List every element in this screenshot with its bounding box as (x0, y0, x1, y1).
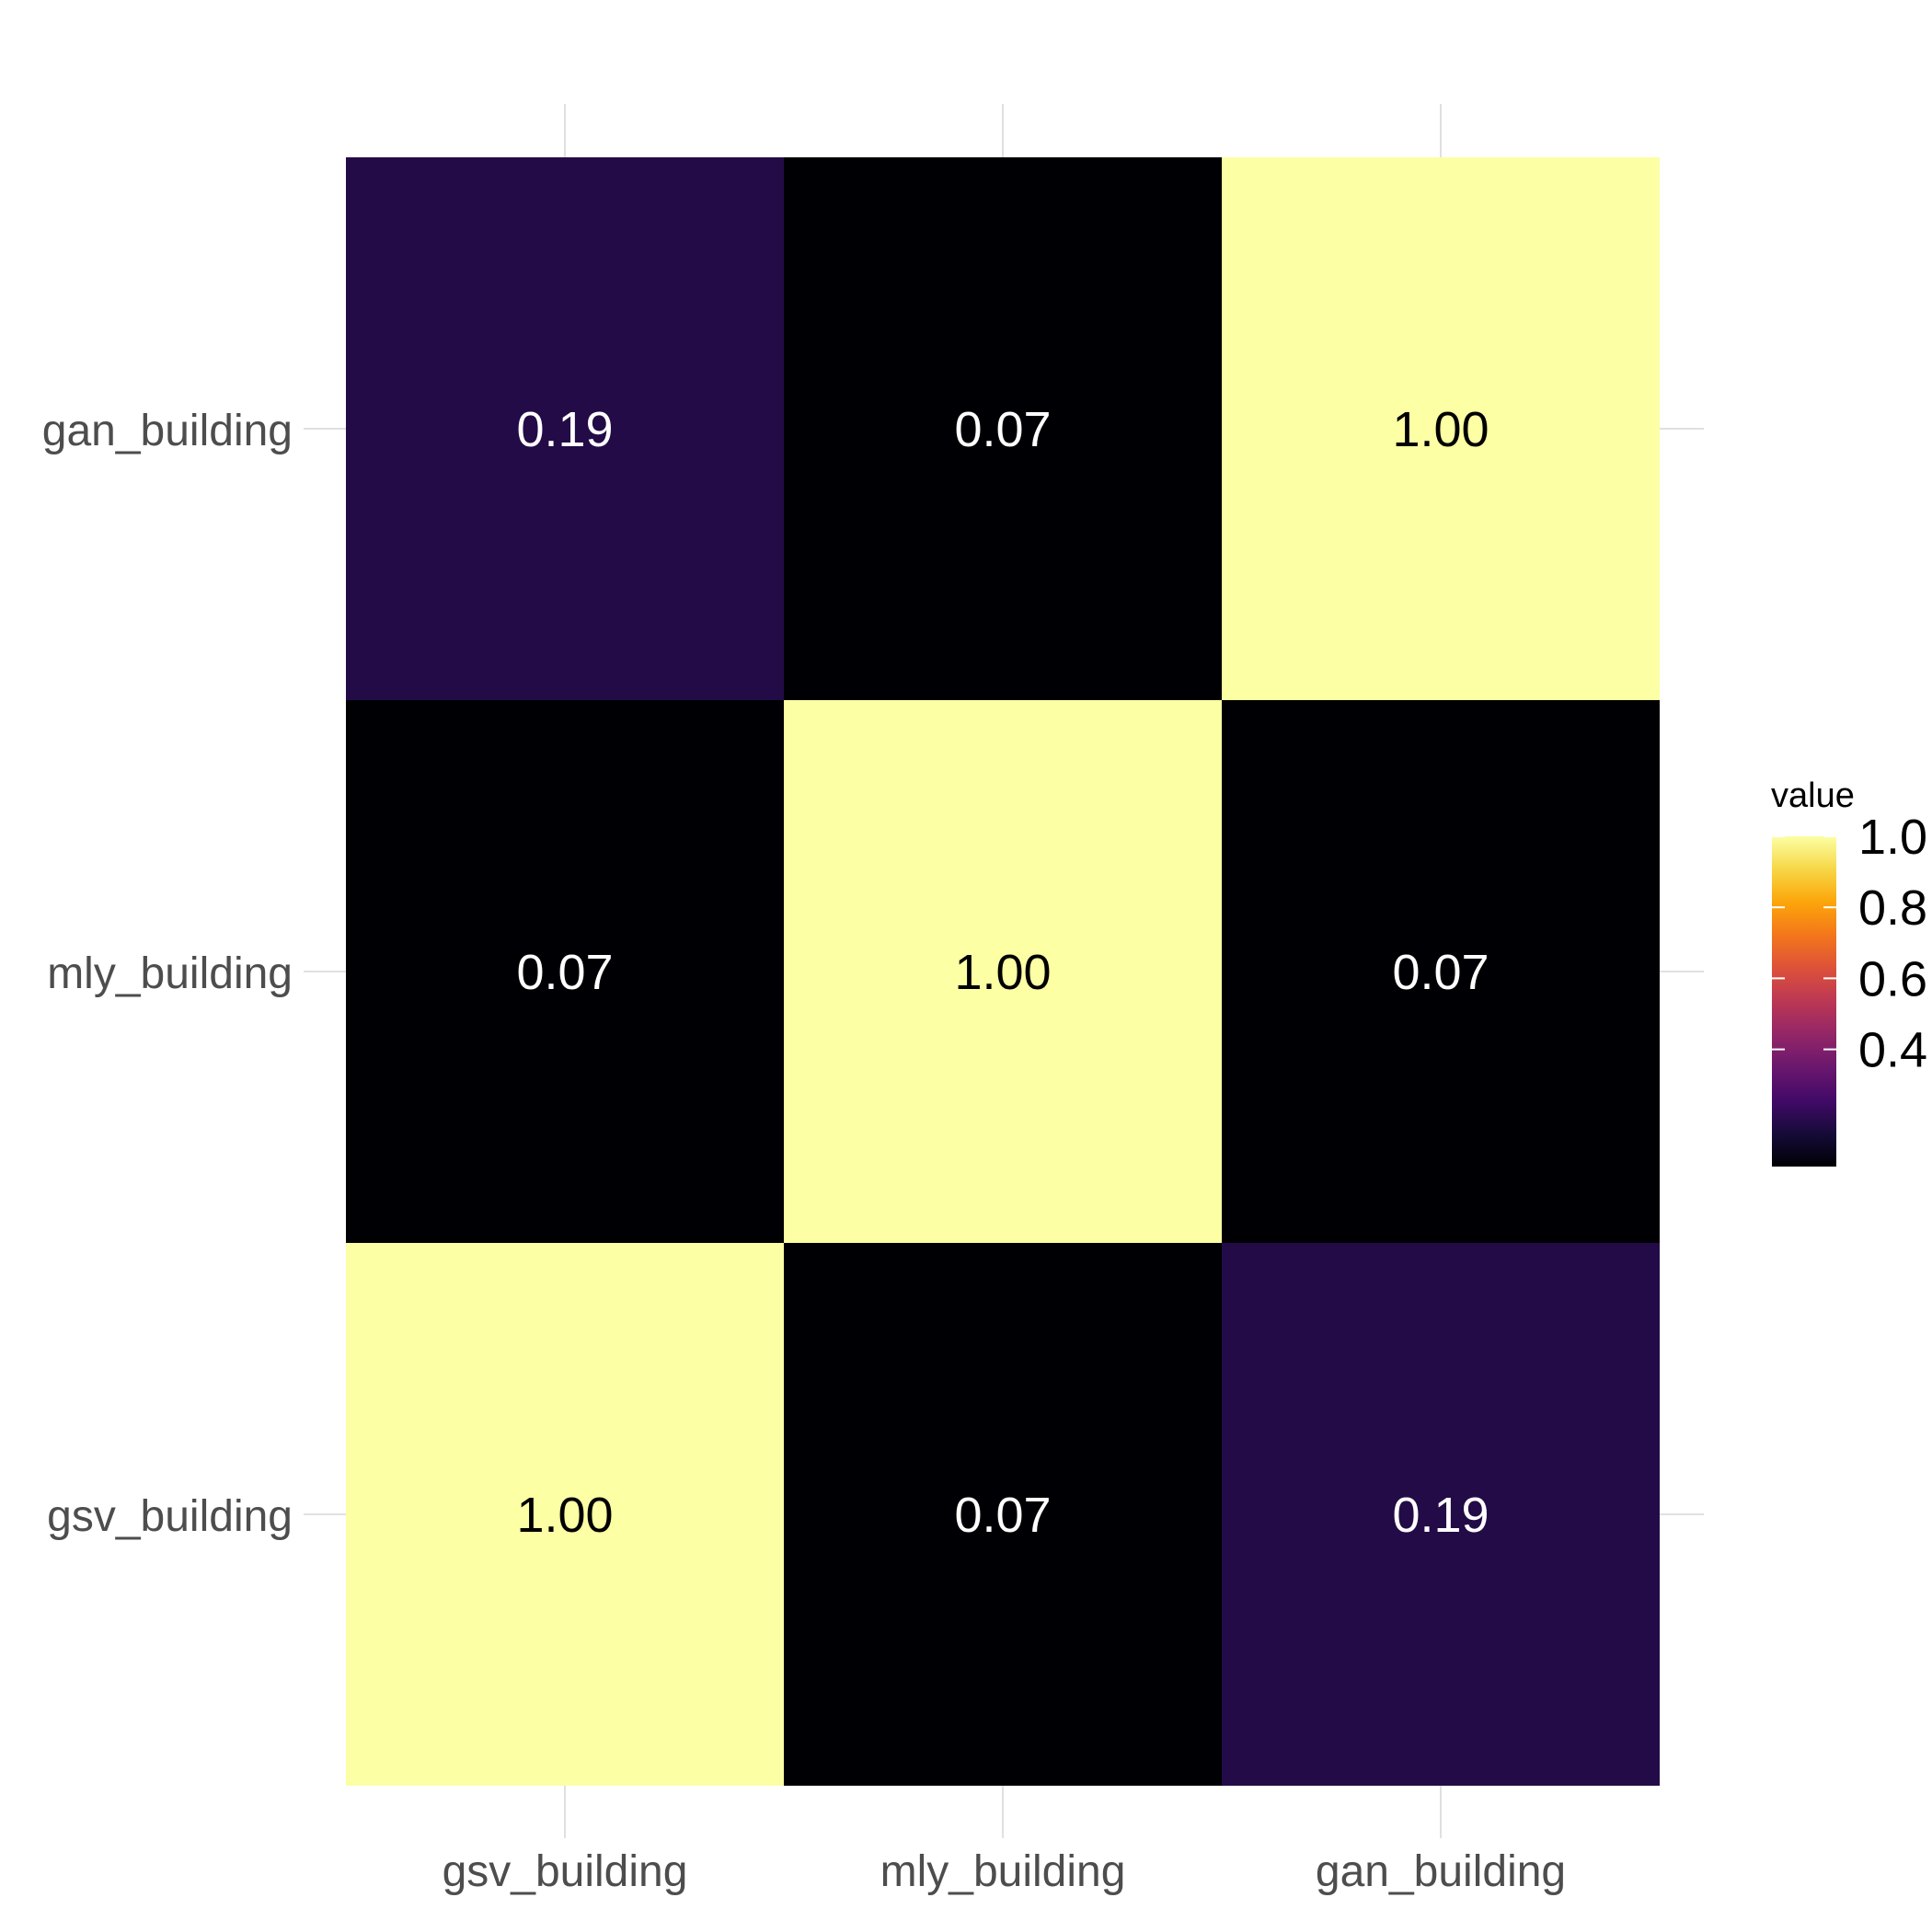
cell-value-labels: 1.00 0.07 0.19 0.07 1.00 0.07 0.19 0.07 1.00 (516, 402, 1489, 1543)
y-tick-label: gsv_building (47, 1492, 293, 1541)
cell-value-label: 1.00 (516, 1488, 613, 1543)
heatmap-cells (346, 157, 1660, 1786)
x-tick-label: gsv_building (443, 1847, 688, 1896)
heatmap-cell (346, 1243, 784, 1786)
cell-value-label: 0.07 (954, 1488, 1051, 1543)
x-tick-label: mly_building (880, 1847, 1126, 1896)
legend-tick-label: 1.0 (1858, 810, 1927, 865)
heatmap-cell (1222, 157, 1660, 700)
x-tick-label: gan_building (1316, 1847, 1566, 1896)
legend: value 0.4 0.6 0.8 1.0 (1771, 776, 1927, 1167)
cell-value-label: 0.19 (1392, 1488, 1489, 1543)
heatmap-cell (1222, 1243, 1660, 1786)
cell-value-label: 0.07 (516, 945, 613, 1000)
heatmap-cell (346, 700, 784, 1243)
heatmap-cell (784, 1243, 1222, 1786)
cell-value-label: 0.19 (516, 402, 613, 457)
cell-value-label: 1.00 (954, 945, 1051, 1000)
heatmap-cell (784, 157, 1222, 700)
legend-colorbar (1772, 836, 1836, 1167)
cell-value-label: 0.07 (954, 402, 1051, 457)
legend-tick-label: 0.6 (1858, 951, 1927, 1006)
legend-tick-label: 0.4 (1858, 1023, 1927, 1078)
y-tick-label: gan_building (42, 407, 293, 455)
heatmap-cell (784, 700, 1222, 1243)
legend-tick-label: 0.8 (1858, 880, 1927, 936)
y-axis: gsv_building mly_building gan_building (42, 407, 293, 1541)
y-tick-label: mly_building (47, 949, 293, 998)
x-axis: gsv_building mly_building gan_building (443, 1847, 1567, 1896)
cell-value-label: 0.07 (1392, 945, 1489, 1000)
legend-title: value (1771, 776, 1855, 815)
heatmap-cell (1222, 700, 1660, 1243)
heatmap-cell (346, 157, 784, 700)
cell-value-label: 1.00 (1392, 402, 1489, 457)
